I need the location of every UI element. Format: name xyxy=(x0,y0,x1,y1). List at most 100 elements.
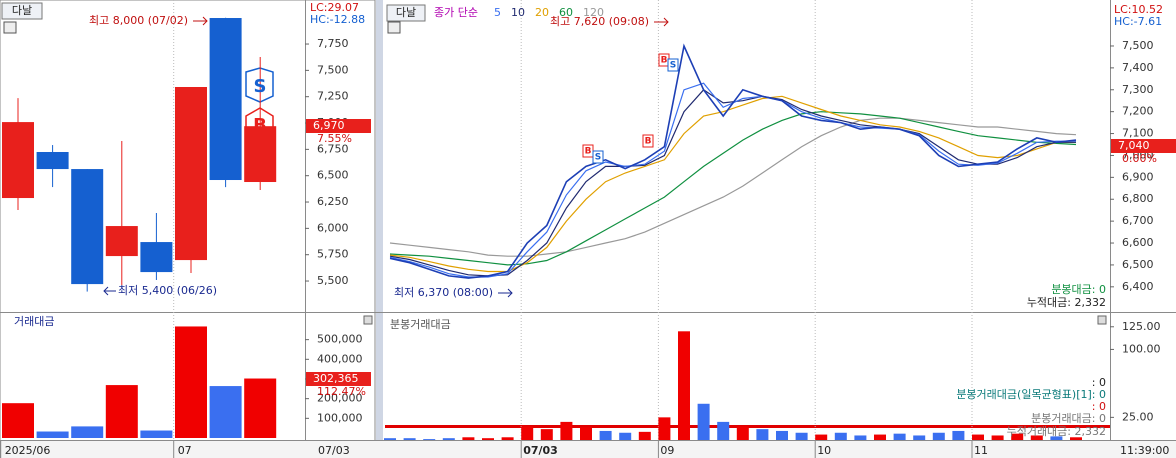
legend-entry: 10 xyxy=(511,6,525,19)
bar xyxy=(105,385,138,438)
y-tick-label: 5,500 xyxy=(317,274,349,287)
ma-line xyxy=(389,82,1076,278)
legend-entry: 120 xyxy=(583,6,604,19)
splitter xyxy=(376,0,383,458)
y-tick-label: 200,000 xyxy=(317,392,363,405)
grid-icon[interactable] xyxy=(387,21,401,34)
bar xyxy=(36,431,69,438)
pane-title: 분봉거래대금 xyxy=(390,318,451,331)
overlay-text: 분봉거래대금: 0 xyxy=(1031,412,1106,425)
tab[interactable] xyxy=(1,2,43,20)
bar xyxy=(501,437,514,440)
bar xyxy=(756,429,769,440)
y-tick-label: 6,500 xyxy=(1122,258,1154,271)
signal-label: S xyxy=(670,61,676,71)
overlay-text: 누적대금: 2,332 xyxy=(1027,296,1106,309)
candle-body xyxy=(209,18,242,181)
price-label: 7,040 xyxy=(1118,139,1150,152)
bar xyxy=(717,421,730,440)
y-tick-label: 500,000 xyxy=(317,333,363,346)
x-tick-label: 09 xyxy=(660,444,674,457)
overlay-text: : 0 xyxy=(1092,376,1106,389)
bar xyxy=(442,438,455,440)
bar xyxy=(834,432,847,440)
bar xyxy=(815,434,828,440)
legend-entry: 20 xyxy=(535,6,549,19)
bar xyxy=(403,438,416,440)
overlay-text: 누적거래대금: 2,332 xyxy=(1007,425,1106,438)
hc-label: HC:-7.61 xyxy=(1114,15,1162,28)
y-tick-label: 400,000 xyxy=(317,352,363,365)
bar xyxy=(462,437,475,440)
change-label: 0.00% xyxy=(1122,152,1157,165)
annotation-arrow xyxy=(654,17,669,27)
overlay-text: 분봉대금: 0 xyxy=(1051,283,1106,296)
candle-body xyxy=(140,242,173,273)
y-tick-label: 6,000 xyxy=(317,221,349,234)
annotation: 최고 7,620 (09:08) xyxy=(550,15,649,28)
lc-label: LC:10.52 xyxy=(1114,3,1163,16)
bar xyxy=(482,438,494,440)
bar xyxy=(1070,437,1082,440)
bar xyxy=(1050,436,1063,440)
signal-label: B xyxy=(661,56,668,66)
overlay-text: : 0 xyxy=(1092,400,1106,413)
close-button[interactable] xyxy=(363,315,373,325)
signal-badge xyxy=(592,150,604,164)
y-tick-label: 7,500 xyxy=(1122,39,1154,52)
signal-label: B xyxy=(253,115,267,136)
candle-body xyxy=(244,126,277,183)
y-tick-label: 125.00 xyxy=(1122,320,1161,333)
bar xyxy=(2,403,34,438)
candle-body xyxy=(2,122,34,199)
bar xyxy=(619,432,632,440)
y-tick-label: 7,200 xyxy=(1122,105,1154,118)
bar xyxy=(854,435,867,440)
bar xyxy=(776,430,788,440)
price-box xyxy=(306,372,371,386)
bar xyxy=(140,430,173,438)
x-tick-label: 11 xyxy=(974,444,988,457)
bar xyxy=(244,378,277,438)
bar xyxy=(658,417,671,440)
bar xyxy=(1011,433,1024,440)
signal-label: B xyxy=(585,147,592,157)
bar xyxy=(893,433,906,440)
annotation-arrow xyxy=(193,16,208,26)
bar xyxy=(384,438,396,440)
legend-title: 종가 단순 xyxy=(434,6,478,19)
close-button[interactable] xyxy=(1097,315,1107,325)
grid-icon[interactable] xyxy=(3,21,17,34)
y-tick-label: 25.00 xyxy=(1122,410,1154,423)
bar xyxy=(423,439,436,440)
signal-label: S xyxy=(254,76,267,97)
bar xyxy=(540,429,553,440)
bar xyxy=(175,326,207,438)
y-tick-label: 6,750 xyxy=(317,142,349,155)
bar xyxy=(71,426,104,438)
annotation: 최저 5,400 (06/26) xyxy=(118,284,217,297)
ma-line xyxy=(389,117,1077,257)
legend-entry: 5 xyxy=(494,6,501,19)
price-line xyxy=(389,43,1077,279)
legend-entry: 60 xyxy=(559,6,573,19)
pane-title: 거래대금 xyxy=(14,315,54,328)
tab-label: 다날 xyxy=(396,6,416,19)
ma-line xyxy=(389,111,1077,266)
signal-badge xyxy=(667,58,679,72)
bar xyxy=(991,435,1004,440)
bar xyxy=(580,427,592,440)
bar xyxy=(932,432,945,440)
y-tick-label: 100.00 xyxy=(1122,342,1161,355)
tab-label: 다날 xyxy=(12,4,32,17)
candle-body xyxy=(175,87,207,261)
y-tick-label: 6,400 xyxy=(1122,280,1154,293)
bar xyxy=(795,432,808,440)
tab[interactable] xyxy=(386,4,426,22)
annotation: 최고 8,000 (07/02) xyxy=(89,14,188,27)
candle-body xyxy=(36,151,69,170)
bar xyxy=(736,426,749,440)
price-label: 302,365 xyxy=(313,372,359,385)
